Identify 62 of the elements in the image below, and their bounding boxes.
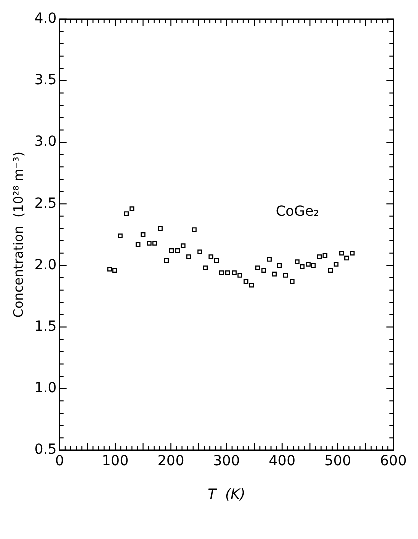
point: [225, 270, 230, 276]
x-tick-label: 300: [213, 453, 240, 470]
point: [328, 268, 334, 273]
y-tick-label: 3.5: [34, 72, 57, 89]
point: [306, 262, 311, 267]
point: [164, 258, 170, 264]
point: [147, 241, 152, 246]
point: [334, 262, 339, 267]
point: [256, 266, 260, 271]
point: [130, 206, 135, 212]
point: [283, 273, 288, 278]
point: [175, 248, 180, 254]
point: [300, 264, 305, 270]
point: [340, 250, 344, 256]
y-tick-label: 2.5: [34, 196, 57, 212]
point: [267, 257, 272, 262]
point: [169, 248, 174, 254]
point: [108, 266, 112, 272]
point: [238, 273, 242, 278]
y-tick-label: 2.0: [34, 257, 57, 274]
point: [322, 253, 328, 258]
point: [118, 234, 123, 239]
x-tick-label: 600: [380, 453, 408, 470]
point: [290, 279, 295, 284]
point: [203, 266, 208, 271]
point: [198, 250, 202, 255]
point: [232, 270, 237, 276]
x-tick-label: 0: [55, 453, 64, 470]
y-tick-label: 4.0: [34, 11, 57, 28]
y-tick-label: 3.0: [34, 134, 57, 150]
x-tick-label: 200: [158, 453, 184, 470]
point: [152, 241, 158, 246]
point: [180, 244, 186, 248]
point: [277, 263, 282, 268]
y-tick-label: 1.0: [34, 380, 57, 396]
point: [219, 270, 224, 276]
point: [249, 283, 254, 288]
point: [192, 228, 197, 232]
point: [344, 256, 350, 261]
y-tick-label: 0.5: [34, 442, 57, 458]
point: [262, 268, 266, 273]
point: [158, 226, 163, 232]
y-tick-label: 1.5: [34, 318, 57, 335]
x-tick-label: 100: [102, 453, 129, 470]
point: [124, 212, 130, 216]
point: [140, 232, 146, 238]
point: [244, 279, 249, 284]
point: [112, 268, 118, 273]
x-tick-label: 500: [324, 453, 352, 470]
point: [311, 263, 316, 268]
point: [295, 260, 300, 264]
point: [350, 250, 355, 256]
annotation: CoGe₂: [276, 204, 320, 220]
point: [208, 254, 214, 260]
x-axis-title: T (K): [208, 487, 246, 504]
point: [214, 258, 220, 264]
y-axis-title: Concentration (10²⁸ m⁻³): [12, 152, 28, 318]
point: [136, 242, 141, 248]
point: [186, 254, 192, 260]
x-tick-label: 400: [269, 453, 296, 470]
point: [272, 272, 277, 277]
point: [317, 254, 322, 260]
